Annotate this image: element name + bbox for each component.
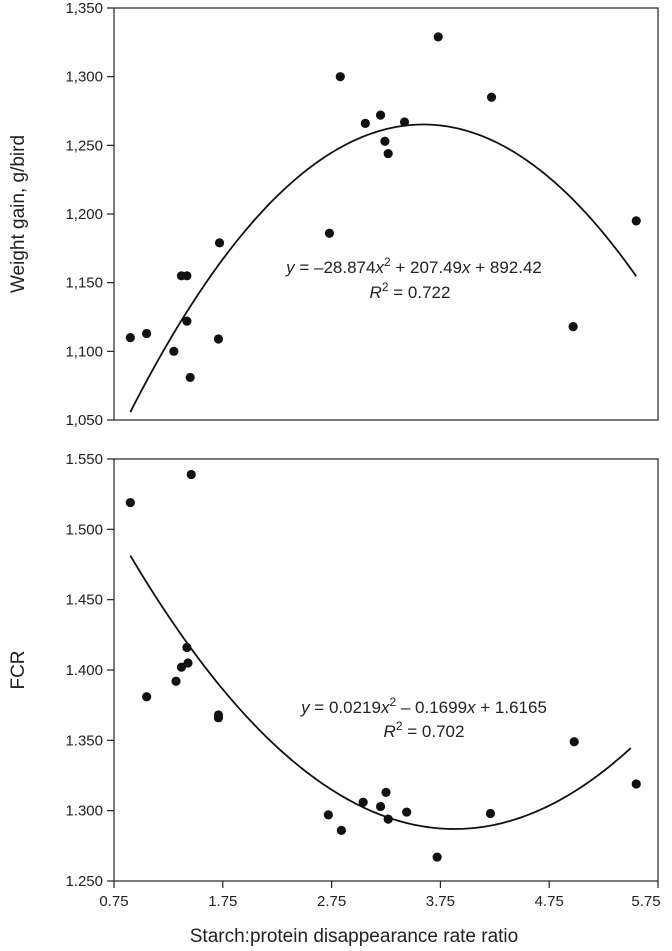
y-tick-label: 1.450: [65, 592, 103, 609]
data-point: [375, 110, 386, 120]
data-point: [568, 322, 578, 332]
weight-gain-chart: 1,050 1,100 1,150 1,200 1,250 1,300 1,350 Weig…: [8, 0, 659, 429]
y-tick-label: 1.400: [65, 662, 103, 679]
y-tick-label: 1.350: [65, 732, 103, 749]
data-point: [171, 676, 181, 686]
fit-curve: [129, 555, 632, 830]
data-point: [142, 328, 152, 339]
eq-var-2: x: [461, 258, 471, 277]
data-point: [125, 333, 135, 343]
fit-equation: y = –28.874x2 + 207.49x + 892.42: [285, 255, 542, 277]
data-point: [213, 710, 224, 720]
data-point: [631, 779, 641, 789]
data-point: [125, 498, 135, 508]
fit-equation: y = 0.0219x2 – 0.1699x + 1.6165: [300, 695, 547, 717]
x-tick-label: 2.75: [317, 893, 346, 910]
data-point: [485, 808, 496, 819]
data-point: [432, 852, 442, 862]
data-point: [335, 72, 345, 82]
eq-sup: 2: [384, 255, 391, 269]
data-point: [336, 825, 346, 835]
r-squared: R2 = 0.702: [384, 719, 465, 741]
r2-sup: 2: [396, 719, 403, 733]
data-point: [182, 316, 192, 326]
data-point: [433, 32, 443, 42]
x-tick-label: 1.75: [208, 893, 237, 910]
data-point: [214, 238, 225, 248]
r2-value: = 0.702: [403, 722, 465, 741]
data-point: [213, 334, 224, 344]
data-point: [183, 658, 193, 668]
y-axis-title: Weight gain, g/bird: [8, 135, 29, 293]
data-point: [399, 117, 410, 127]
y-tick-label: 1.500: [65, 521, 103, 538]
y-axis-ticks: 1.250 1.300 1.350 1.400 1.450 1.500 1.550: [65, 451, 114, 890]
data-point: [358, 797, 368, 807]
fit-curve: [129, 123, 637, 413]
x-axis-title: Starch:protein disappearance rate ratio: [190, 926, 518, 947]
data-point: [381, 787, 391, 797]
data-point: [569, 737, 579, 747]
data-point: [383, 814, 393, 824]
eq-prefix: = –28.874: [295, 258, 376, 277]
r2-label: R: [370, 283, 382, 302]
fcr-chart: 1.250 1.300 1.350 1.400 1.450 1.500 1.550 0.75…: [8, 451, 661, 947]
y-axis-title: FCR: [8, 650, 29, 689]
data-point: [486, 92, 497, 102]
data-point: [176, 662, 187, 672]
plot-frame: [113, 7, 659, 421]
data-point: [182, 271, 192, 281]
data-point: [324, 228, 335, 238]
data-points: [125, 32, 641, 383]
y-tick-label: 1,300: [65, 69, 103, 86]
r2-sup: 2: [382, 280, 389, 294]
y-tick-label: 1,200: [65, 206, 103, 223]
data-point: [186, 469, 196, 480]
data-point: [375, 801, 386, 812]
eq-prefix: = 0.0219: [310, 698, 381, 717]
eq-sup: 2: [389, 695, 396, 709]
eq-var-1: x: [380, 698, 390, 717]
eq-y: y: [300, 698, 311, 717]
x-tick-label: 4.75: [535, 893, 564, 910]
y-tick-label: 1.300: [65, 803, 103, 820]
eq-y: y: [285, 258, 296, 277]
data-point: [631, 216, 641, 226]
data-points: [125, 469, 641, 862]
x-tick-label: 3.75: [426, 893, 455, 910]
data-point: [380, 136, 390, 146]
data-point: [402, 807, 412, 817]
r2-label: R: [384, 722, 396, 741]
data-point: [169, 346, 179, 356]
data-point: [182, 642, 192, 653]
y-tick-label: 1,100: [65, 343, 103, 360]
x-axis-ticks: 0.75 1.75 2.75 3.75 4.75 5.75: [99, 881, 661, 910]
y-tick-label: 1,350: [65, 0, 103, 17]
eq-suffix: + 1.6165: [476, 698, 547, 717]
data-point: [185, 372, 195, 383]
data-point: [323, 810, 333, 820]
data-point: [360, 118, 370, 128]
y-tick-label: 1,150: [65, 275, 103, 292]
x-tick-label: 5.75: [631, 893, 660, 910]
y-axis-ticks: 1,050 1,100 1,150 1,200 1,250 1,300 1,350: [65, 0, 114, 429]
eq-var-2: x: [466, 698, 476, 717]
eq-mid: – 0.1699: [396, 698, 467, 717]
y-tick-label: 1,050: [65, 412, 103, 429]
eq-mid: + 207.49: [391, 258, 462, 277]
r2-value: = 0.722: [389, 283, 451, 302]
y-tick-label: 1.550: [65, 451, 103, 468]
y-tick-label: 1.250: [65, 873, 103, 890]
data-point: [383, 148, 393, 159]
eq-suffix: + 892.42: [471, 258, 542, 277]
r-squared: R2 = 0.722: [370, 280, 451, 302]
data-point: [142, 692, 152, 702]
y-tick-label: 1,250: [65, 137, 103, 154]
x-tick-label: 0.75: [99, 893, 128, 910]
eq-var-1: x: [374, 258, 384, 277]
